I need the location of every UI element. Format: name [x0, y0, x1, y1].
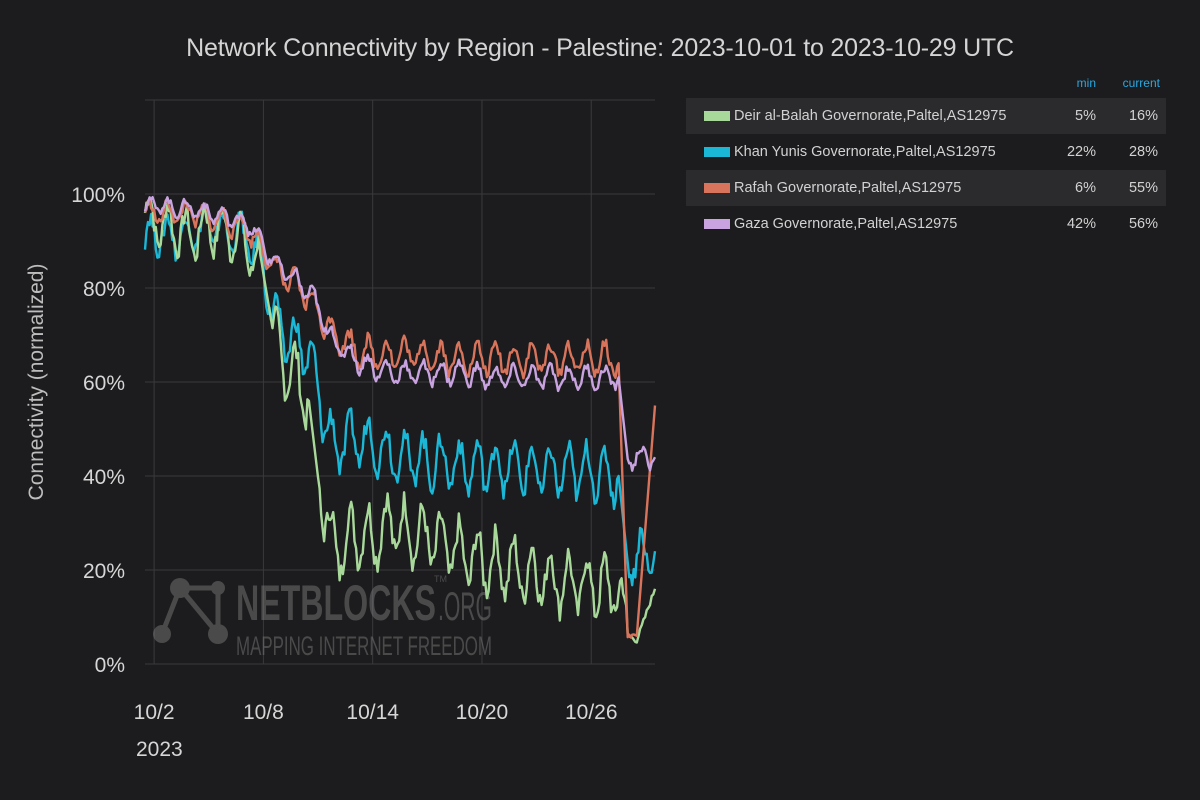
legend: min current Deir al-Balah Governorate,Pa… — [686, 72, 1166, 242]
x-axis-year-label: 2023 — [136, 738, 183, 761]
legend-entry[interactable]: Khan Yunis Governorate,Paltel,AS12975 22… — [686, 134, 1166, 170]
series-line-gaza[interactable] — [143, 196, 657, 472]
legend-series-min: 22% — [1066, 144, 1096, 160]
x-tick-label: 10/20 — [456, 701, 509, 724]
watermark-brand: NETBLOCKS — [236, 575, 436, 631]
y-tick-label: 40% — [83, 466, 125, 489]
netblocks-logo-icon — [153, 578, 228, 644]
legend-series-min: 5% — [1075, 108, 1096, 124]
legend-series-current: 16% — [1128, 108, 1158, 124]
legend-header-current: current — [1122, 76, 1160, 90]
y-tick-label: 80% — [83, 278, 125, 301]
legend-series-min: 42% — [1066, 216, 1096, 232]
x-tick-label: 10/8 — [243, 701, 284, 724]
legend-swatch — [704, 219, 730, 229]
netblocks-watermark: NETBLOCKS .ORG TM MAPPING INTERNET FREED… — [153, 574, 492, 661]
legend-series-current: 55% — [1128, 180, 1158, 196]
legend-swatch — [704, 147, 730, 157]
legend-series-name: Rafah Governorate,Paltel,AS12975 — [734, 180, 962, 196]
chart-title: Network Connectivity by Region - Palesti… — [186, 34, 1014, 62]
x-tick-label: 10/14 — [346, 701, 399, 724]
legend-series-current: 28% — [1128, 144, 1158, 160]
series-line-rafah[interactable] — [143, 197, 657, 639]
series-line-deir[interactable] — [143, 199, 657, 644]
y-tick-label: 60% — [83, 372, 125, 395]
legend-series-name: Deir al-Balah Governorate,Paltel,AS12975 — [734, 108, 1007, 124]
x-tick-label: 10/26 — [565, 701, 618, 724]
legend-swatch — [704, 111, 730, 121]
legend-entry[interactable]: Deir al-Balah Governorate,Paltel,AS12975… — [686, 98, 1166, 134]
legend-header-min: min — [1076, 76, 1096, 90]
legend-header: min current — [686, 72, 1166, 98]
watermark-suffix: .ORG — [438, 585, 492, 629]
legend-series-name: Khan Yunis Governorate,Paltel,AS12975 — [734, 144, 996, 160]
y-tick-label: 0% — [95, 654, 125, 677]
legend-entry[interactable]: Rafah Governorate,Paltel,AS12975 6% 55% — [686, 170, 1166, 206]
watermark-tm: TM — [434, 574, 447, 584]
legend-entry[interactable]: Gaza Governorate,Paltel,AS12975 42% 56% — [686, 206, 1166, 242]
x-tick-label: 10/2 — [134, 701, 175, 724]
legend-series-name: Gaza Governorate,Paltel,AS12975 — [734, 216, 958, 232]
y-tick-label: 100% — [71, 184, 125, 207]
legend-series-current: 56% — [1128, 216, 1158, 232]
series-lines — [143, 196, 657, 644]
legend-series-min: 6% — [1075, 180, 1096, 196]
x-tick-labels: 10/2 10/8 10/14 10/20 10/26 — [134, 701, 618, 724]
y-tick-labels: 0% 20% 40% 60% 80% 100% — [71, 184, 125, 677]
y-tick-label: 20% — [83, 560, 125, 583]
watermark-tagline: MAPPING INTERNET FREEDOM — [236, 631, 492, 661]
legend-swatch — [704, 183, 730, 193]
